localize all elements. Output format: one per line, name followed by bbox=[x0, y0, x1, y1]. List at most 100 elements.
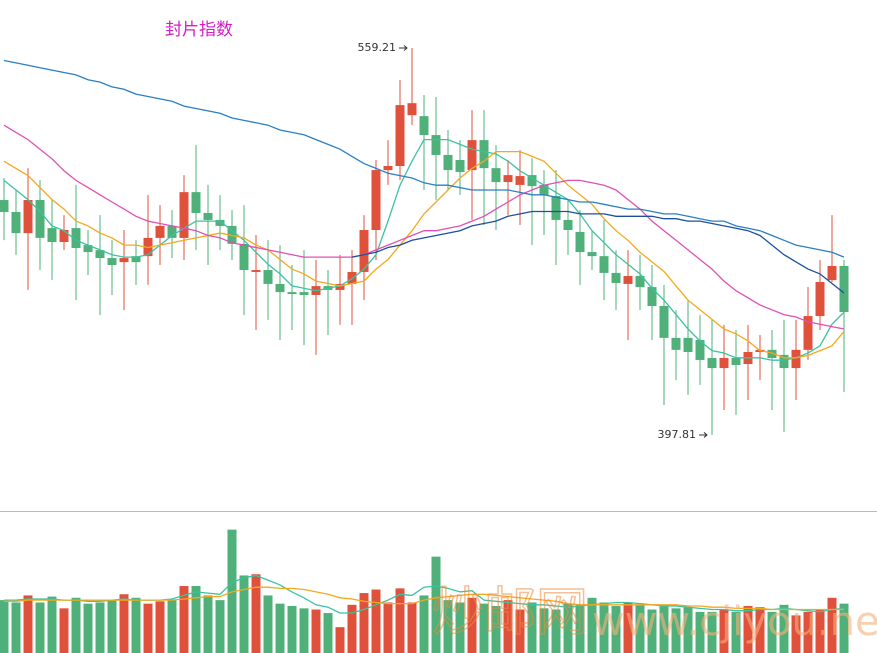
candle-body bbox=[275, 283, 285, 293]
candle-body bbox=[479, 140, 489, 169]
candle-body bbox=[659, 305, 669, 338]
volume-bar bbox=[35, 602, 45, 653]
volume-bar bbox=[479, 603, 489, 653]
candle-body bbox=[815, 282, 825, 317]
volume-bar bbox=[299, 608, 309, 653]
volume-bar bbox=[395, 588, 405, 653]
volume-bar bbox=[671, 608, 681, 653]
volume-bar bbox=[275, 603, 285, 653]
candle-body bbox=[551, 195, 561, 220]
candle-body bbox=[611, 272, 621, 283]
candle-body bbox=[515, 176, 525, 185]
candle-body bbox=[491, 168, 501, 183]
candle-body bbox=[635, 276, 645, 288]
candle-body bbox=[107, 258, 117, 265]
volume-bar bbox=[359, 593, 369, 653]
candle-body bbox=[395, 105, 405, 166]
volume-bar bbox=[779, 604, 789, 653]
candle-body bbox=[839, 265, 849, 312]
candle-body bbox=[527, 175, 537, 187]
volume-bar bbox=[539, 608, 549, 653]
volume-bar bbox=[407, 602, 417, 653]
candle-body bbox=[239, 243, 249, 271]
candle-body bbox=[179, 192, 189, 238]
volume-bar bbox=[491, 606, 501, 653]
candle-body bbox=[287, 292, 297, 295]
volume-bar bbox=[83, 603, 93, 653]
candle-body bbox=[95, 250, 105, 259]
volume-bar bbox=[347, 604, 357, 653]
candle-body bbox=[779, 354, 789, 369]
volume-bar bbox=[599, 602, 609, 653]
watermark: 炒邮网 bbox=[432, 583, 588, 643]
extreme-label: 397.81 bbox=[658, 428, 697, 441]
candle-body bbox=[383, 165, 393, 171]
candle-body bbox=[359, 230, 369, 272]
candle-body bbox=[23, 200, 33, 234]
volume-bar bbox=[95, 602, 105, 653]
candle-body bbox=[467, 140, 477, 171]
candle-body bbox=[623, 276, 633, 284]
volume-bar bbox=[11, 602, 21, 653]
volume-bar bbox=[431, 556, 441, 653]
volume-bar bbox=[467, 597, 477, 653]
volume-bar bbox=[791, 615, 801, 653]
volume-bar bbox=[635, 604, 645, 653]
volume-bar bbox=[419, 595, 429, 653]
volume-bar bbox=[59, 608, 69, 653]
volume-bar bbox=[563, 603, 573, 653]
volume-bar bbox=[719, 609, 729, 653]
candle-body bbox=[371, 170, 381, 230]
candle-body bbox=[575, 231, 585, 253]
volume-bar bbox=[0, 600, 9, 653]
volume-bar bbox=[527, 602, 537, 653]
candle-body bbox=[431, 135, 441, 155]
ma-line bbox=[3, 150, 845, 359]
volume-bar bbox=[143, 603, 153, 653]
candle-body bbox=[407, 103, 417, 116]
volume-bar bbox=[179, 586, 189, 653]
extreme-arrow bbox=[699, 432, 708, 438]
candle-body bbox=[803, 316, 813, 350]
candle-body bbox=[719, 358, 729, 369]
volume-bar bbox=[251, 574, 261, 653]
candle-body bbox=[443, 154, 453, 171]
volume-bar bbox=[683, 607, 693, 653]
volume-bar bbox=[203, 595, 213, 653]
candle-body bbox=[503, 175, 513, 183]
volume-bar bbox=[587, 597, 597, 653]
candle-body bbox=[455, 160, 465, 172]
volume-bar bbox=[167, 600, 177, 653]
ma-line bbox=[3, 138, 845, 361]
candle-body bbox=[647, 287, 657, 306]
ma-line bbox=[4, 586, 844, 611]
volume-bar bbox=[155, 601, 165, 653]
candles bbox=[0, 48, 849, 435]
candle-body bbox=[0, 200, 9, 213]
candle-body bbox=[191, 192, 201, 213]
volume-bar bbox=[647, 609, 657, 653]
candle-body bbox=[263, 270, 273, 284]
volume-bar bbox=[503, 600, 513, 653]
extreme-arrow bbox=[399, 45, 408, 51]
volume-bar bbox=[239, 575, 249, 653]
candle-body bbox=[251, 270, 261, 272]
ma-line bbox=[3, 124, 845, 330]
candle-body bbox=[707, 358, 717, 369]
volume-bar bbox=[47, 596, 57, 653]
candle-body bbox=[59, 230, 69, 242]
volume-bar bbox=[71, 597, 81, 653]
candle-body bbox=[791, 349, 801, 369]
volume-bar bbox=[731, 611, 741, 653]
candle-body bbox=[731, 358, 741, 365]
candle-body bbox=[203, 212, 213, 220]
volume-bar bbox=[743, 606, 753, 653]
candle-body bbox=[539, 184, 549, 195]
candle-body bbox=[35, 200, 45, 238]
candle-body bbox=[335, 283, 345, 290]
volume-bar bbox=[827, 597, 837, 653]
volume-bar bbox=[323, 613, 333, 653]
candle-body bbox=[671, 337, 681, 350]
candle-body bbox=[683, 337, 693, 353]
candle-body bbox=[563, 219, 573, 230]
